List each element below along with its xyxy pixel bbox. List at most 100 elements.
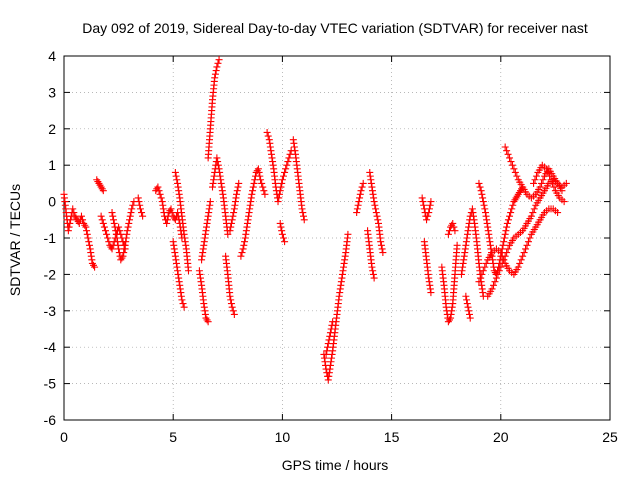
data-point — [84, 234, 92, 242]
data-point — [329, 318, 337, 326]
data-point — [532, 172, 540, 180]
data-point — [299, 209, 307, 217]
data-point — [372, 209, 380, 217]
data-point — [530, 179, 538, 187]
data-point — [211, 74, 219, 82]
data-point — [464, 303, 472, 311]
data-point — [377, 241, 385, 249]
data-point — [276, 187, 284, 195]
data-point — [500, 234, 508, 242]
data-point — [70, 209, 78, 217]
data-point — [228, 303, 236, 311]
data-point — [501, 230, 509, 238]
data-point — [213, 154, 221, 162]
data-point — [324, 343, 332, 351]
data-point — [426, 201, 434, 209]
data-point — [278, 176, 286, 184]
data-point — [277, 223, 285, 231]
data-point — [126, 212, 134, 220]
data-point — [368, 263, 376, 271]
data-point — [214, 158, 222, 166]
data-point — [373, 212, 381, 220]
data-point — [369, 267, 377, 275]
data-point — [249, 187, 257, 195]
x-tick-label: 25 — [602, 429, 618, 445]
data-point — [427, 289, 435, 297]
y-tick-label: -6 — [44, 412, 57, 428]
axis-ticks: 0 5 10 15 20 25 -6 -5 -4 -3 -2 -1 0 1 2 3 4 — [44, 48, 618, 445]
data-point — [227, 223, 235, 231]
data-point — [419, 198, 427, 206]
data-point — [276, 219, 284, 227]
data-point — [488, 285, 496, 293]
data-point — [355, 198, 363, 206]
data-points — [60, 56, 570, 384]
data-point — [492, 274, 500, 282]
data-point — [155, 187, 163, 195]
data-point — [261, 190, 269, 198]
data-point — [204, 318, 212, 326]
data-point — [241, 238, 249, 246]
data-point — [543, 165, 551, 173]
data-point — [357, 187, 365, 195]
data-point — [353, 205, 361, 213]
chart-title: Day 092 of 2019, Sidereal Day-to-day VTE… — [82, 20, 588, 36]
data-point — [530, 205, 538, 213]
data-point — [157, 194, 165, 202]
data-point — [237, 252, 245, 260]
data-point — [91, 263, 99, 271]
data-point — [481, 263, 489, 271]
data-point — [554, 209, 562, 217]
y-tick-label: -2 — [44, 266, 57, 282]
data-point — [179, 300, 187, 308]
data-point — [509, 201, 517, 209]
data-point — [285, 154, 293, 162]
y-tick-label: 4 — [48, 48, 56, 64]
x-tick-label: 20 — [493, 429, 509, 445]
data-point — [502, 227, 510, 235]
data-point — [378, 245, 386, 253]
data-point — [283, 161, 291, 169]
data-point — [127, 209, 135, 217]
data-point — [344, 230, 352, 238]
data-point — [180, 303, 188, 311]
data-point — [134, 194, 142, 202]
data-point — [507, 158, 515, 166]
data-point — [325, 336, 333, 344]
data-point — [420, 201, 428, 209]
data-point — [323, 347, 331, 355]
data-point — [65, 223, 73, 231]
data-point — [119, 252, 127, 260]
data-point — [511, 168, 519, 176]
data-point — [527, 212, 535, 220]
data-point — [508, 161, 516, 169]
data-point — [279, 172, 287, 180]
data-point — [275, 194, 283, 202]
x-tick-label: 15 — [384, 429, 400, 445]
data-point — [275, 190, 283, 198]
data-point — [516, 259, 524, 267]
data-point — [510, 165, 518, 173]
data-point — [424, 212, 432, 220]
data-point — [233, 187, 241, 195]
data-point — [499, 241, 507, 249]
data-point — [500, 238, 508, 246]
data-point — [77, 212, 85, 220]
y-tick-label: -4 — [44, 339, 57, 355]
y-tick-label: 1 — [48, 157, 56, 173]
data-point — [171, 168, 179, 176]
data-point — [163, 219, 171, 227]
data-point — [215, 56, 223, 64]
data-point — [562, 179, 570, 187]
data-point — [520, 249, 528, 257]
data-point — [123, 227, 131, 235]
data-point — [536, 183, 544, 191]
data-point — [257, 176, 265, 184]
data-point — [466, 314, 474, 322]
data-point — [108, 209, 116, 217]
data-point — [495, 267, 503, 275]
data-point — [98, 216, 106, 224]
data-point — [124, 223, 132, 231]
data-point — [227, 296, 235, 304]
data-point — [423, 216, 431, 224]
